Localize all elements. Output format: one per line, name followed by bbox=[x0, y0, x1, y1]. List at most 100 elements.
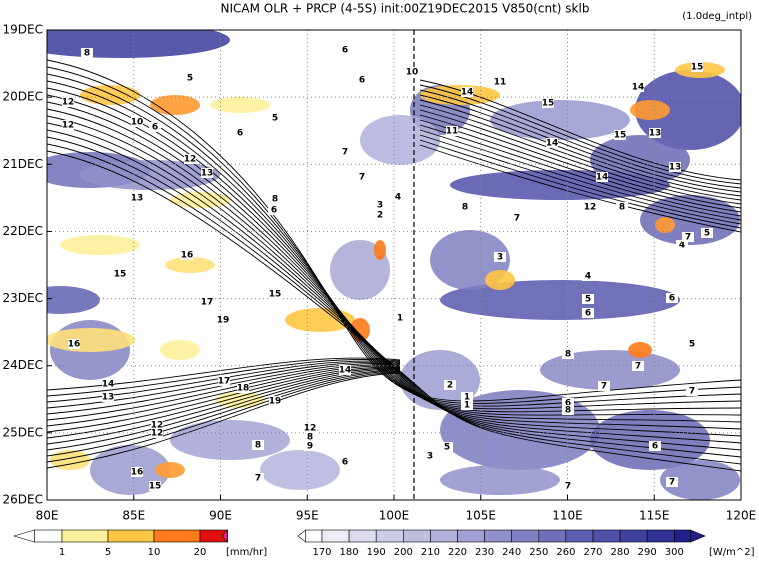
contour-label: 10 bbox=[131, 118, 144, 128]
colorbar-tick-label: 1 bbox=[59, 547, 65, 558]
contour-line bbox=[47, 372, 401, 469]
contour-label-bg bbox=[691, 62, 703, 72]
contour-label: 1 bbox=[464, 401, 470, 411]
contour-label-bg bbox=[444, 380, 456, 390]
contour-label-bg bbox=[181, 250, 193, 260]
y-tick-label: 19DEC bbox=[3, 23, 43, 37]
contour-label: 12 bbox=[151, 421, 164, 431]
colorbar-unit: [mm/hr] bbox=[226, 547, 267, 558]
precip-patch bbox=[485, 270, 515, 290]
precip-patch bbox=[210, 97, 270, 113]
olr-patch bbox=[360, 115, 440, 165]
contour-label-bg bbox=[339, 457, 351, 467]
contour-label: 5 bbox=[187, 74, 193, 84]
olr-patch bbox=[490, 100, 630, 140]
colorbar-end bbox=[297, 529, 307, 543]
contour-label-bg bbox=[269, 396, 281, 406]
contour-label-bg bbox=[666, 293, 678, 303]
contour-label-bg bbox=[218, 376, 230, 386]
contour-label: 16 bbox=[68, 340, 81, 350]
precip-patch bbox=[655, 217, 675, 233]
contour-label: 12 bbox=[62, 121, 75, 131]
colorbar-tick-label: 300 bbox=[665, 547, 684, 558]
contour-label: 7 bbox=[359, 173, 365, 183]
contour-line bbox=[419, 114, 741, 209]
contour-label: 6 bbox=[342, 46, 348, 56]
contour-label-bg bbox=[304, 432, 316, 442]
contour-label-bg bbox=[461, 87, 473, 97]
olr-patch bbox=[170, 420, 290, 460]
contour-label: 14 bbox=[461, 88, 474, 98]
precip-patch bbox=[47, 328, 135, 352]
contour-label: 12 bbox=[584, 203, 597, 213]
precip-patch bbox=[628, 342, 652, 358]
contour-line bbox=[419, 129, 741, 221]
contour-label-bg bbox=[339, 45, 351, 55]
contour-label-bg bbox=[394, 313, 406, 323]
contour-label: 7 bbox=[255, 474, 261, 484]
colorbar-box bbox=[592, 529, 621, 543]
contour-label: 6 bbox=[669, 294, 675, 304]
colorbar-tick-label: 180 bbox=[340, 547, 359, 558]
x-tick-label: 100E bbox=[379, 509, 410, 523]
y-tick-label: 24DEC bbox=[3, 358, 43, 372]
contour-label-bg bbox=[201, 297, 213, 307]
x-tick-label: 110E bbox=[552, 509, 583, 523]
contour-line bbox=[47, 150, 741, 472]
contour-label-bg bbox=[582, 308, 594, 318]
contour-label: 7 bbox=[635, 362, 641, 372]
contour-line bbox=[47, 66, 741, 404]
precip-patch bbox=[150, 95, 200, 115]
contour-label: 3 bbox=[497, 253, 503, 263]
contour-line bbox=[419, 124, 741, 217]
contour-label-bg bbox=[102, 392, 114, 402]
precip-patch bbox=[630, 100, 670, 120]
contour-label: 14 bbox=[102, 380, 115, 390]
colorbar-tick-label: 290 bbox=[638, 547, 657, 558]
contour-label: 5 bbox=[444, 443, 450, 453]
contour-label: 15 bbox=[691, 63, 704, 73]
contour-label-bg bbox=[546, 138, 558, 148]
contour-label: 13 bbox=[102, 393, 115, 403]
contour-label: 6 bbox=[152, 123, 158, 133]
colorbar-box bbox=[457, 529, 485, 543]
contour-label: 2 bbox=[447, 381, 453, 391]
contour-label-bg bbox=[149, 122, 161, 132]
contour-label: 5 bbox=[689, 340, 695, 350]
colorbar-box bbox=[305, 529, 323, 543]
contour-label: 5 bbox=[272, 114, 278, 124]
contour-label-bg bbox=[252, 473, 264, 483]
contour-label: 7 bbox=[514, 214, 520, 224]
colorbar-box bbox=[565, 529, 594, 543]
contour-label-bg bbox=[461, 392, 473, 402]
contour-label: 8 bbox=[307, 433, 313, 443]
contour-label-bg bbox=[151, 420, 163, 430]
contour-label-bg bbox=[151, 428, 163, 438]
colorbar-tick-label: 20 bbox=[194, 547, 207, 558]
contour-label-bg bbox=[184, 154, 196, 164]
contour-label-bg bbox=[131, 193, 143, 203]
contour-label: 15 bbox=[269, 290, 282, 300]
contour-label-bg bbox=[268, 205, 280, 215]
precip-patch bbox=[160, 340, 200, 360]
contour-label: 8 bbox=[255, 441, 261, 451]
contour-label-bg bbox=[686, 386, 698, 396]
contour-label: 3 bbox=[377, 201, 383, 211]
colorbar-tick-label: 5 bbox=[105, 547, 111, 558]
x-tick-label: 80E bbox=[36, 509, 59, 523]
contour-label-bg bbox=[562, 398, 574, 408]
contour-label-bg bbox=[649, 128, 661, 138]
contour-label-bg bbox=[701, 228, 713, 238]
colorbar-box bbox=[153, 529, 201, 543]
contour-label: 14 bbox=[339, 366, 352, 376]
colorbar-end bbox=[221, 529, 228, 543]
contour-label-bg bbox=[614, 130, 626, 140]
contour-label-bg bbox=[406, 67, 418, 77]
contour-label-bg bbox=[676, 240, 688, 250]
olr-patch bbox=[260, 450, 340, 490]
contour-label-bg bbox=[201, 168, 213, 178]
x-tick-label: 115E bbox=[639, 509, 670, 523]
precip-patch bbox=[165, 257, 215, 273]
y-tick-label: 22DEC bbox=[3, 224, 43, 238]
contour-label: 15 bbox=[114, 270, 127, 280]
